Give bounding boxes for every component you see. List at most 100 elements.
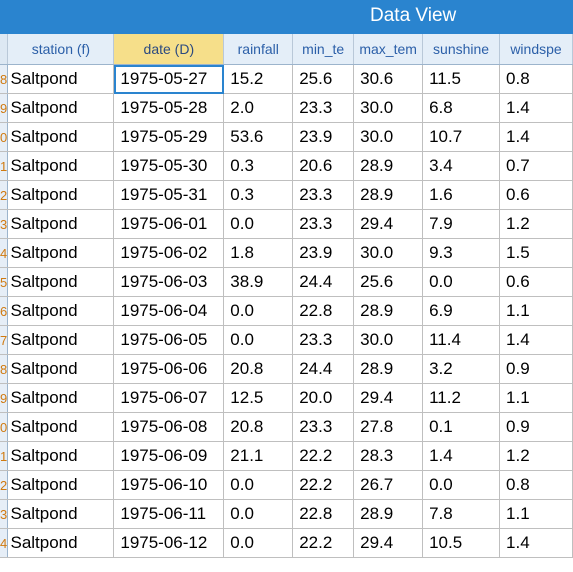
cell-sunshine[interactable]: 0.0 [422,267,501,297]
row-number[interactable]: 6 [0,296,9,326]
row-number[interactable]: 1 [0,151,9,181]
cell-windspeed[interactable]: 0.7 [499,151,573,181]
column-header-max-temp[interactable]: max_tem [353,34,424,65]
row-number[interactable]: 8 [0,354,9,384]
column-header-windspeed[interactable]: windspe [499,34,573,65]
cell-rainfall[interactable]: 2.0 [223,93,294,123]
cell-rainfall[interactable]: 0.0 [223,325,294,355]
cell-station[interactable]: Saltpond [7,122,115,152]
cell-min-temp[interactable]: 23.3 [292,93,355,123]
cell-min-temp[interactable]: 20.6 [292,151,355,181]
column-header-station[interactable]: station (f) [7,34,115,65]
cell-max-temp[interactable]: 25.6 [353,267,424,297]
cell-min-temp[interactable]: 24.4 [292,267,355,297]
cell-date[interactable]: 1975-06-06 [113,354,225,384]
cell-rainfall[interactable]: 0.0 [223,499,294,529]
cell-rainfall[interactable]: 0.0 [223,209,294,239]
cell-sunshine[interactable]: 7.9 [422,209,501,239]
cell-windspeed[interactable]: 1.1 [499,296,573,326]
row-number[interactable]: 0 [0,122,9,152]
cell-max-temp[interactable]: 29.4 [353,528,424,558]
cell-rainfall[interactable]: 0.0 [223,528,294,558]
row-number[interactable]: 4 [0,528,9,558]
table-row[interactable]: 0 Saltpond 1975-06-08 20.8 23.3 27.8 0.1 0.9 [0,412,573,442]
table-row[interactable]: 1 Saltpond 1975-06-09 21.1 22.2 28.3 1.4 1.2 [0,441,573,471]
cell-windspeed[interactable]: 1.4 [499,325,573,355]
cell-max-temp[interactable]: 28.9 [353,151,424,181]
table-row[interactable]: 9 Saltpond 1975-05-28 2.0 23.3 30.0 6.8 1.4 [0,93,573,123]
cell-min-temp[interactable]: 22.2 [292,441,355,471]
cell-min-temp[interactable]: 23.3 [292,325,355,355]
cell-date[interactable]: 1975-06-05 [113,325,225,355]
cell-date[interactable]: 1975-06-09 [113,441,225,471]
cell-windspeed[interactable]: 1.4 [499,122,573,152]
cell-max-temp[interactable]: 30.0 [353,122,424,152]
cell-max-temp[interactable]: 30.0 [353,325,424,355]
cell-rainfall[interactable]: 20.8 [223,412,294,442]
row-number[interactable]: 7 [0,325,9,355]
cell-min-temp[interactable]: 22.2 [292,470,355,500]
cell-windspeed[interactable]: 0.9 [499,412,573,442]
cell-station[interactable]: Saltpond [7,238,115,268]
cell-date[interactable]: 1975-06-02 [113,238,225,268]
cell-sunshine[interactable]: 6.9 [422,296,501,326]
cell-min-temp[interactable]: 22.8 [292,296,355,326]
column-header-rainfall[interactable]: rainfall [223,34,294,65]
cell-windspeed[interactable]: 1.5 [499,238,573,268]
cell-station[interactable]: Saltpond [7,296,115,326]
cell-sunshine[interactable]: 3.2 [422,354,501,384]
cell-windspeed[interactable]: 0.6 [499,180,573,210]
cell-sunshine[interactable]: 11.2 [422,383,501,413]
table-row[interactable]: 9 Saltpond 1975-06-07 12.5 20.0 29.4 11.2 1.1 [0,383,573,413]
cell-sunshine[interactable]: 7.8 [422,499,501,529]
cell-windspeed[interactable]: 1.2 [499,209,573,239]
cell-station[interactable]: Saltpond [7,64,115,94]
cell-sunshine[interactable]: 11.4 [422,325,501,355]
table-row[interactable]: 7 Saltpond 1975-06-05 0.0 23.3 30.0 11.4 1.4 [0,325,573,355]
table-row[interactable]: 4 Saltpond 1975-06-12 0.0 22.2 29.4 10.5 1.4 [0,528,573,558]
cell-date[interactable]: 1975-06-11 [113,499,225,529]
cell-rainfall[interactable]: 21.1 [223,441,294,471]
cell-min-temp[interactable]: 20.0 [292,383,355,413]
cell-min-temp[interactable]: 23.3 [292,180,355,210]
cell-sunshine[interactable]: 10.5 [422,528,501,558]
cell-rainfall[interactable]: 1.8 [223,238,294,268]
row-number[interactable]: 4 [0,238,9,268]
cell-sunshine[interactable]: 6.8 [422,93,501,123]
row-number[interactable]: 8 [0,64,9,94]
cell-max-temp[interactable]: 29.4 [353,383,424,413]
cell-windspeed[interactable]: 0.9 [499,354,573,384]
cell-rainfall[interactable]: 0.3 [223,180,294,210]
cell-max-temp[interactable]: 29.4 [353,209,424,239]
cell-min-temp[interactable]: 22.2 [292,528,355,558]
cell-station[interactable]: Saltpond [7,93,115,123]
cell-sunshine[interactable]: 1.6 [422,180,501,210]
cell-station[interactable]: Saltpond [7,354,115,384]
table-row[interactable]: 8 Saltpond 1975-05-27 15.2 25.6 30.6 11.5 0.8 [0,64,573,94]
cell-windspeed[interactable]: 1.2 [499,441,573,471]
table-row[interactable]: 4 Saltpond 1975-06-02 1.8 23.9 30.0 9.3 1.5 [0,238,573,268]
cell-date[interactable]: 1975-06-12 [113,528,225,558]
cell-windspeed[interactable]: 0.6 [499,267,573,297]
table-row[interactable]: 0 Saltpond 1975-05-29 53.6 23.9 30.0 10.7 1.4 [0,122,573,152]
cell-max-temp[interactable]: 30.6 [353,64,424,94]
cell-rainfall[interactable]: 38.9 [223,267,294,297]
cell-station[interactable]: Saltpond [7,499,115,529]
row-number[interactable]: 9 [0,93,9,123]
cell-rainfall[interactable]: 15.2 [223,64,294,94]
cell-sunshine[interactable]: 9.3 [422,238,501,268]
cell-windspeed[interactable]: 1.1 [499,383,573,413]
table-row[interactable]: 6 Saltpond 1975-06-04 0.0 22.8 28.9 6.9 1.1 [0,296,573,326]
cell-sunshine[interactable]: 0.1 [422,412,501,442]
cell-windspeed[interactable]: 1.4 [499,528,573,558]
cell-station[interactable]: Saltpond [7,412,115,442]
table-row[interactable]: 2 Saltpond 1975-06-10 0.0 22.2 26.7 0.0 0.8 [0,470,573,500]
cell-min-temp[interactable]: 23.9 [292,122,355,152]
column-header-date[interactable]: date (D) [113,34,225,65]
cell-sunshine[interactable]: 11.5 [422,64,501,94]
cell-date[interactable]: 1975-05-31 [113,180,225,210]
cell-date[interactable]: 1975-05-27 [113,64,225,94]
cell-rainfall[interactable]: 53.6 [223,122,294,152]
cell-station[interactable]: Saltpond [7,441,115,471]
cell-rainfall[interactable]: 0.3 [223,151,294,181]
